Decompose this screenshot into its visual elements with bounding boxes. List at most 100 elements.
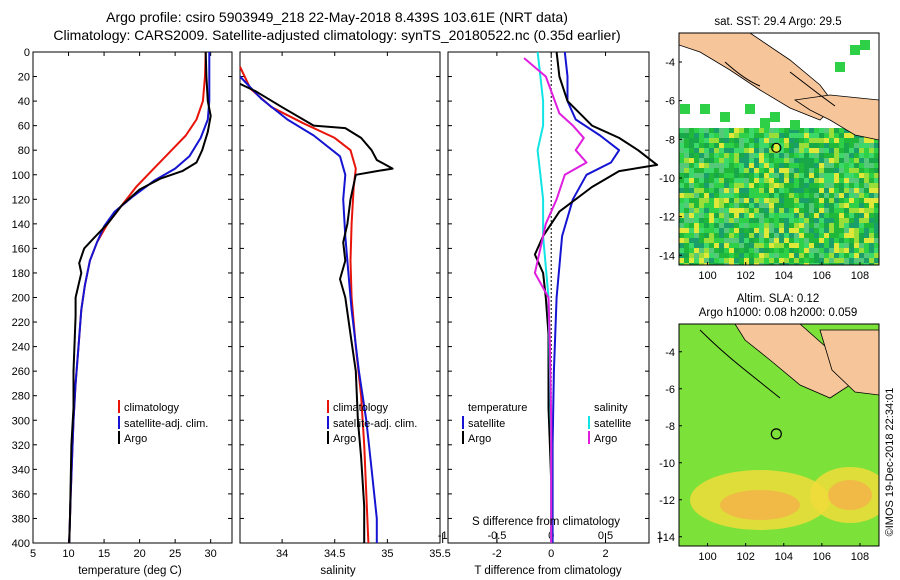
sst-pixel (824, 173, 829, 178)
sst-pixel (724, 133, 729, 138)
series-line-argo (68, 51, 212, 544)
sst-pixel (849, 188, 854, 193)
sst-pixel (689, 248, 694, 253)
sst-pixel (874, 258, 879, 263)
sst-pixel (814, 248, 819, 253)
sst-pixel (804, 238, 809, 243)
lon-tick-label: 106 (813, 270, 831, 282)
legend-label-s-satellite: satellite (594, 418, 631, 430)
lon-tick-label: 100 (698, 551, 716, 563)
sst-pixel (784, 153, 789, 158)
sst-pixel (774, 183, 779, 188)
sst-pixel (719, 263, 724, 265)
sst-pixel (829, 258, 834, 263)
sst-pixel (794, 183, 799, 188)
sst-pixel (794, 133, 799, 138)
sst-pixel (819, 148, 824, 153)
sst-pixel (854, 148, 859, 153)
sst-pixel (719, 253, 724, 258)
sst-pixel (814, 223, 819, 228)
sst-pixel (709, 133, 714, 138)
sst-pixel (719, 148, 724, 153)
sst-pixel (714, 148, 719, 153)
sst-pixel (809, 218, 814, 223)
sst-pixel (869, 138, 874, 143)
sst-pixel (744, 173, 749, 178)
sst-pixel (759, 158, 764, 163)
sst-pixel (734, 188, 739, 193)
sst-pixel (844, 238, 849, 243)
sst-pixel (729, 208, 734, 213)
sst-pixel (854, 143, 859, 148)
sst-pixel (869, 143, 874, 148)
sst-pixel (734, 193, 739, 198)
sst-pixel (854, 178, 859, 183)
sst-pixel (704, 178, 709, 183)
sst-pixel (849, 218, 854, 223)
sst-pixel (734, 203, 739, 208)
sst-pixel (734, 183, 739, 188)
temperature-axes-frame (32, 51, 233, 544)
sst-pixel (759, 203, 764, 208)
sst-pixel (689, 128, 694, 133)
sst-pixel (759, 238, 764, 243)
sst-pixel (764, 218, 769, 223)
sst-pixel (829, 133, 834, 138)
sla-high-core-east (828, 480, 872, 510)
sst-pixel (784, 173, 789, 178)
sst-pixel (719, 128, 724, 133)
depth-tick-label: 200 (12, 293, 30, 305)
sst-pixel (779, 133, 784, 138)
sst-pixel (759, 233, 764, 238)
sst-pixel (864, 168, 869, 173)
sst-pixel (769, 168, 774, 173)
sst-pixel (734, 213, 739, 218)
sst-pixel (694, 218, 699, 223)
sst-pixel (754, 168, 759, 173)
sst-pixel (774, 133, 779, 138)
sst-pixel (834, 243, 839, 248)
sst-pixel (714, 168, 719, 173)
sst-pixel (854, 258, 859, 263)
sst-pixel (764, 238, 769, 243)
sst-pixel (739, 138, 744, 143)
sst-pixel (799, 128, 804, 133)
sla-map-frame (678, 323, 880, 547)
lat-tick-label: -14 (659, 250, 675, 262)
sst-pixel (779, 158, 784, 163)
sst-pixel (749, 248, 754, 253)
sst-pixel (774, 158, 779, 163)
sst-pixel (749, 243, 754, 248)
sst-pixel (789, 173, 794, 178)
sst-pixel (784, 188, 789, 193)
sst-pixel (744, 158, 749, 163)
sst-pixel (769, 143, 774, 148)
sst-pixel (744, 253, 749, 258)
sst-pixel (849, 158, 854, 163)
sst-pixel (694, 168, 699, 173)
sst-pixel (834, 163, 839, 168)
series-line-t-satellite (551, 51, 621, 543)
sst-pixels (679, 40, 879, 265)
sst-pixel (679, 183, 684, 188)
sst-pixel (824, 243, 829, 248)
sst-pixel (804, 243, 809, 248)
sst-pixel (734, 233, 739, 238)
sst-pixel (709, 138, 714, 143)
sst-pixel (759, 193, 764, 198)
sst-pixel (724, 213, 729, 218)
sst-pixel (694, 243, 699, 248)
sst-pixel (719, 203, 724, 208)
sst-pixel (869, 158, 874, 163)
sst-pixel (809, 263, 814, 265)
sst-pixel (679, 138, 684, 143)
sst-pixel (754, 213, 759, 218)
sst-pixel (814, 258, 819, 263)
sst-pixel (804, 248, 809, 253)
sst-pixel (744, 203, 749, 208)
sst-pixel (864, 223, 869, 228)
sst-pixel (714, 258, 719, 263)
sst-pixel (864, 203, 869, 208)
depth-tick-label: 280 (12, 391, 30, 403)
sst-pixel (764, 178, 769, 183)
